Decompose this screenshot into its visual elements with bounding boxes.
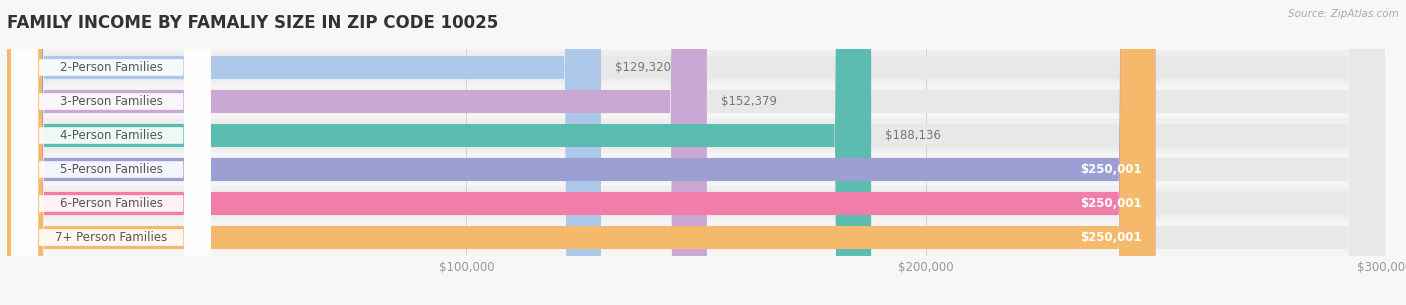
FancyBboxPatch shape [7,0,1156,305]
Text: $250,001: $250,001 [1080,163,1142,176]
FancyBboxPatch shape [7,0,1385,305]
Text: Source: ZipAtlas.com: Source: ZipAtlas.com [1288,9,1399,19]
FancyBboxPatch shape [7,0,1156,305]
FancyBboxPatch shape [7,0,1385,305]
FancyBboxPatch shape [7,0,1156,305]
Text: 7+ Person Families: 7+ Person Families [55,231,167,244]
FancyBboxPatch shape [11,0,211,305]
Text: 2-Person Families: 2-Person Families [59,61,163,74]
FancyBboxPatch shape [11,0,211,305]
FancyBboxPatch shape [7,0,1385,305]
FancyBboxPatch shape [7,0,1385,305]
Text: $129,320: $129,320 [614,61,671,74]
FancyBboxPatch shape [11,0,211,305]
FancyBboxPatch shape [7,0,600,305]
FancyBboxPatch shape [7,0,707,305]
Text: 3-Person Families: 3-Person Families [59,95,163,108]
Text: 4-Person Families: 4-Person Families [59,129,163,142]
FancyBboxPatch shape [7,0,1385,305]
FancyBboxPatch shape [7,0,872,305]
Text: $250,001: $250,001 [1080,197,1142,210]
Text: FAMILY INCOME BY FAMALIY SIZE IN ZIP CODE 10025: FAMILY INCOME BY FAMALIY SIZE IN ZIP COD… [7,14,498,32]
Text: $152,379: $152,379 [721,95,776,108]
FancyBboxPatch shape [7,0,1385,305]
FancyBboxPatch shape [7,0,1385,305]
FancyBboxPatch shape [11,0,211,305]
FancyBboxPatch shape [11,0,211,305]
FancyBboxPatch shape [11,0,211,305]
FancyBboxPatch shape [7,0,1385,305]
Text: $188,136: $188,136 [884,129,941,142]
FancyBboxPatch shape [7,0,1385,305]
Text: $250,001: $250,001 [1080,231,1142,244]
FancyBboxPatch shape [7,0,1385,305]
FancyBboxPatch shape [7,0,1385,305]
Text: 6-Person Families: 6-Person Families [59,197,163,210]
FancyBboxPatch shape [7,0,1385,305]
Text: 5-Person Families: 5-Person Families [59,163,163,176]
